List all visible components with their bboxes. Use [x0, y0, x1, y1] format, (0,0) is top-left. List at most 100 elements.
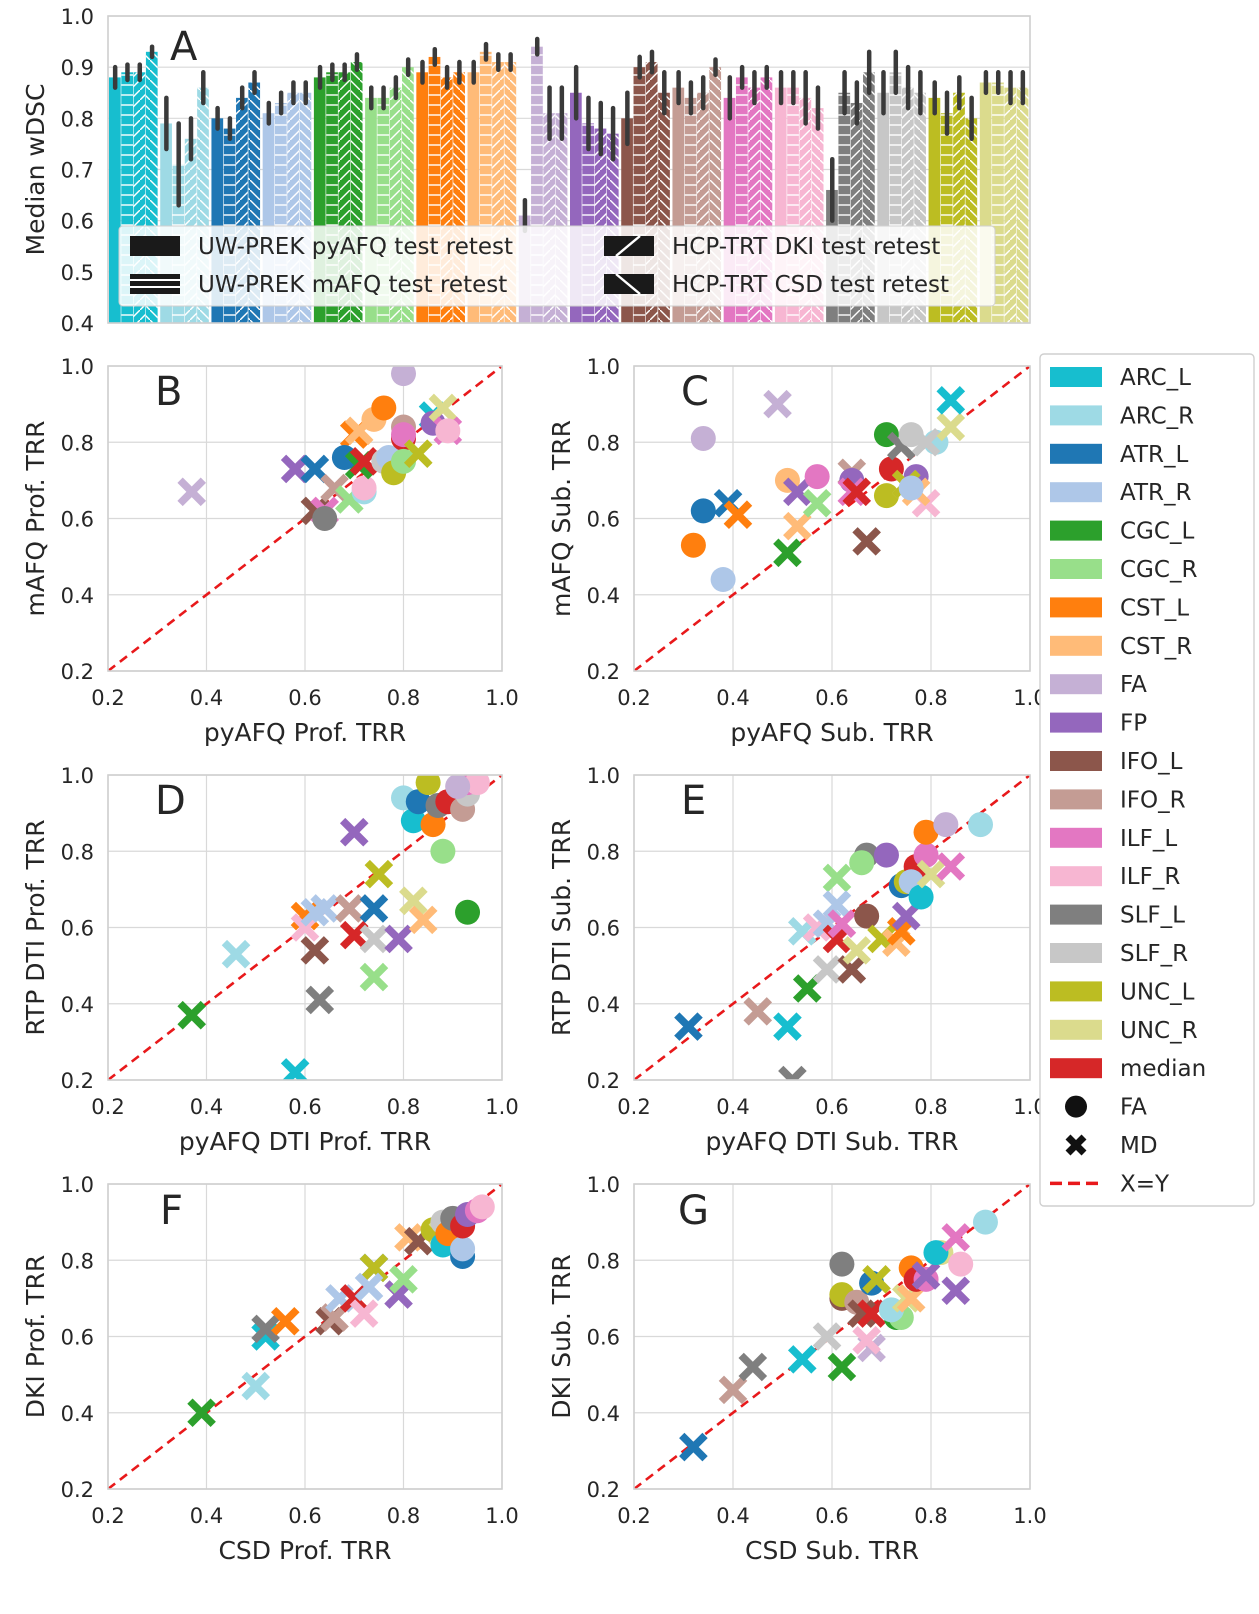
bar-hatch: [658, 92, 670, 323]
x-tick-label: 0.6: [815, 1095, 848, 1119]
md-point: [359, 894, 389, 923]
md-point: [177, 1000, 207, 1030]
bar-hatch: [748, 87, 760, 323]
fa-point: [435, 418, 461, 444]
md-point: [399, 886, 428, 916]
bar-hatch: [863, 72, 875, 324]
x-tick-label: 0.8: [387, 1504, 420, 1528]
bar-hatch: [735, 77, 748, 324]
x-tick-label: 1.0: [485, 686, 518, 710]
bar: [672, 87, 685, 323]
x-axis-label: pyAFQ Prof. TRR: [204, 718, 406, 747]
fa-point: [690, 498, 716, 524]
legend-label: IFO_R: [1120, 787, 1186, 813]
x-tick-label: 0.4: [190, 686, 223, 710]
legend-label: UW-PREK mAFQ test retest: [198, 272, 507, 298]
bar-hatch: [697, 92, 709, 323]
bar: [365, 97, 377, 323]
fa-point: [420, 812, 446, 838]
x-tick-label: 1.0: [485, 1504, 518, 1528]
legend-md-marker: [1065, 1134, 1087, 1156]
bar-hatch: [799, 97, 812, 323]
bar-hatch: [377, 97, 390, 323]
y-axis-label: DKI Sub. TRR: [547, 1254, 576, 1418]
bar-hatch: [121, 72, 134, 324]
x-axis-label: CSD Sub. TRR: [745, 1536, 919, 1565]
x-tick-label: 0.4: [716, 1504, 749, 1528]
y-tick-label: 0.4: [587, 584, 620, 608]
y-tick-label: 0.6: [61, 508, 94, 532]
legend-label: IFO_L: [1120, 749, 1183, 775]
legend-swatch: [1050, 443, 1102, 464]
legend-swatch: [1050, 520, 1102, 541]
y-tick-label: 0.2: [587, 660, 620, 684]
md-point: [936, 386, 966, 415]
legend-swatch: [1050, 751, 1102, 771]
x-tick-label: 0.2: [617, 1095, 650, 1119]
legend-label: UW-PREK pyAFQ test retest: [198, 234, 513, 260]
y-tick-label: 0.4: [587, 993, 620, 1017]
bar-hatch: [492, 62, 504, 324]
y-tick-label: 0.2: [61, 1478, 94, 1502]
bar-hatch: [338, 72, 351, 324]
legend-label: CGC_L: [1120, 519, 1194, 545]
md-point: [822, 863, 852, 893]
md-point: [857, 1299, 886, 1328]
x-tick-label: 0.2: [91, 686, 124, 710]
legend-label: CGC_R: [1120, 557, 1197, 583]
legend-label: ARC_R: [1120, 403, 1194, 429]
legend-label: UNC_R: [1120, 1018, 1198, 1044]
panel-label-g: G: [678, 1188, 709, 1234]
legend-label: ILF_L: [1120, 826, 1177, 852]
legend-swatch: [1050, 1058, 1102, 1079]
md-point: [941, 1276, 971, 1306]
x-tick-label: 0.6: [815, 1504, 848, 1528]
x-tick-label: 1.0: [1013, 1504, 1046, 1528]
md-point: [339, 920, 369, 950]
legend-swatch: [1050, 712, 1102, 733]
md-point: [300, 936, 330, 965]
bar-hatch: [787, 87, 799, 323]
bar-hatch: [582, 123, 595, 323]
md-point: [896, 1284, 926, 1313]
panel-label-e: E: [681, 778, 706, 824]
md-point: [827, 1352, 857, 1382]
bar: [723, 97, 736, 323]
x-axis-label: CSD Prof. TRR: [218, 1536, 391, 1565]
md-point: [305, 985, 335, 1015]
panel-label-a: A: [170, 24, 198, 70]
fa-point: [445, 775, 471, 799]
md-point: [852, 1326, 881, 1355]
bar: [313, 77, 326, 324]
md-point: [177, 477, 207, 507]
fa-point: [849, 850, 875, 876]
md-point: [300, 454, 330, 484]
fa-point: [331, 445, 357, 470]
legend-swatch: [1050, 827, 1102, 848]
bar-hatch: [402, 67, 414, 324]
bar-hatch: [236, 97, 248, 323]
fa-point: [680, 532, 706, 558]
md-point: [320, 1303, 349, 1332]
panel-label-d: D: [155, 778, 186, 824]
bar: [570, 92, 582, 323]
bar: [979, 82, 992, 324]
legend-fa-marker: [1065, 1095, 1087, 1118]
fa-point: [908, 884, 934, 910]
md-point: [812, 955, 842, 984]
bar-hatch: [992, 82, 1004, 324]
y-tick-label: 0.8: [61, 1249, 94, 1273]
bar-hatch: [145, 51, 158, 324]
x-tick-label: 0.4: [190, 1095, 223, 1119]
legend-label: ATR_L: [1120, 442, 1188, 468]
fa-point: [948, 1251, 974, 1277]
x-tick-label: 0.2: [617, 686, 650, 710]
md-point: [743, 997, 773, 1026]
x-eq-y-line: [108, 1184, 502, 1489]
md-point: [941, 1223, 971, 1252]
swatch-hatch: [615, 273, 641, 295]
bar: [109, 77, 121, 324]
legend-swatch: [130, 274, 180, 294]
fa-point: [968, 812, 993, 838]
